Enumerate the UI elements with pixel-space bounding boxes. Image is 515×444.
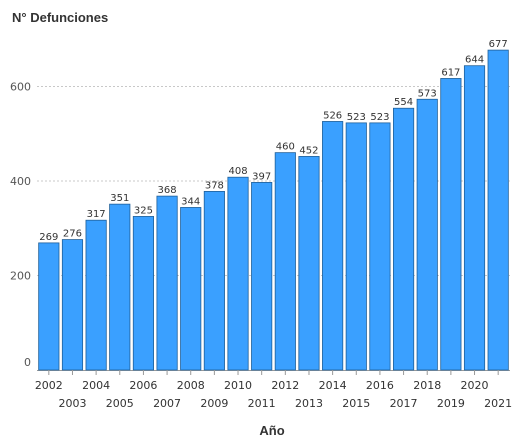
grid-layer: 0 200 400 600: [10, 81, 510, 371]
x-tick-label-2010: 2010: [224, 379, 252, 392]
y-tick-label: 400: [10, 175, 31, 188]
bar-2018: [416, 98, 438, 371]
bar-2004: [85, 219, 107, 371]
chart-title: N° Defunciones: [12, 10, 108, 25]
data-label-2016: 523: [370, 112, 389, 123]
data-label-2007: 368: [158, 185, 177, 196]
data-label-2012: 460: [276, 142, 295, 153]
x-tick-label-2018: 2018: [413, 379, 441, 392]
data-label-2009: 378: [205, 180, 224, 191]
x-tick-label-2003: 2003: [58, 397, 86, 410]
bar-layer: [38, 49, 509, 371]
data-label-2003: 276: [63, 229, 82, 240]
y-tick-label: 600: [10, 81, 31, 94]
x-axis-label: Año: [259, 423, 284, 438]
data-label-2010: 408: [228, 166, 247, 177]
x-tick-label-2019: 2019: [437, 397, 465, 410]
x-tick-label-2016: 2016: [366, 379, 394, 392]
y-tick-label: 0: [24, 356, 31, 369]
x-tick-label-2002: 2002: [35, 379, 63, 392]
data-label-layer: 269 276 317 351 325 368 344 378 408 397 460 452 526 5…: [39, 39, 507, 243]
data-label-2015: 523: [347, 112, 366, 123]
x-tick-layer: 2002 2003 2004 2005 2006 2007 2008 2009 2010 2011…: [35, 370, 512, 410]
x-tick-label-2005: 2005: [106, 397, 134, 410]
bar-2011: [251, 182, 273, 371]
bar-2020: [463, 65, 486, 371]
x-tick-label-2017: 2017: [390, 397, 418, 410]
data-label-2013: 452: [299, 145, 318, 156]
data-label-2011: 397: [252, 171, 271, 182]
data-label-2004: 317: [87, 209, 106, 220]
data-label-2014: 526: [323, 110, 342, 121]
y-tick-label: 200: [10, 270, 31, 283]
bar-2003: [61, 239, 84, 371]
x-tick-label-2012: 2012: [271, 379, 299, 392]
bar-2019: [440, 78, 462, 371]
x-tick-label-2004: 2004: [82, 379, 110, 392]
x-tick-label-2011: 2011: [248, 397, 276, 410]
bar-2002: [38, 242, 60, 371]
bar-2016: [369, 122, 391, 371]
bar-2010: [227, 176, 249, 371]
data-label-2002: 269: [39, 232, 58, 243]
x-tick-label-2021: 2021: [484, 397, 512, 410]
bar-2021: [487, 49, 509, 371]
x-tick-label-2009: 2009: [200, 397, 228, 410]
data-label-2021: 677: [489, 39, 508, 50]
bar-2007: [156, 195, 178, 371]
bar-2006: [132, 216, 154, 371]
x-tick-label-2015: 2015: [342, 397, 370, 410]
x-tick-label-2020: 2020: [461, 379, 489, 392]
bar-2014: [322, 121, 344, 371]
bar-2013: [298, 156, 320, 371]
data-label-2008: 344: [181, 196, 200, 207]
bar-2009: [203, 190, 225, 371]
bar-2017: [393, 107, 415, 371]
bar-2015: [345, 122, 367, 371]
data-label-2006: 325: [134, 205, 153, 216]
data-label-2017: 554: [394, 97, 413, 108]
bar-2005: [109, 203, 131, 371]
bar-2012: [274, 152, 296, 371]
x-tick-label-2013: 2013: [295, 397, 323, 410]
x-tick-label-2006: 2006: [129, 379, 157, 392]
data-label-2020: 644: [465, 55, 484, 66]
x-tick-label-2007: 2007: [153, 397, 181, 410]
data-label-2005: 351: [110, 193, 129, 204]
x-tick-label-2008: 2008: [177, 379, 205, 392]
bar-2008: [180, 207, 202, 371]
data-label-2018: 573: [418, 88, 437, 99]
x-tick-label-2014: 2014: [319, 379, 347, 392]
data-label-2019: 617: [441, 67, 460, 78]
